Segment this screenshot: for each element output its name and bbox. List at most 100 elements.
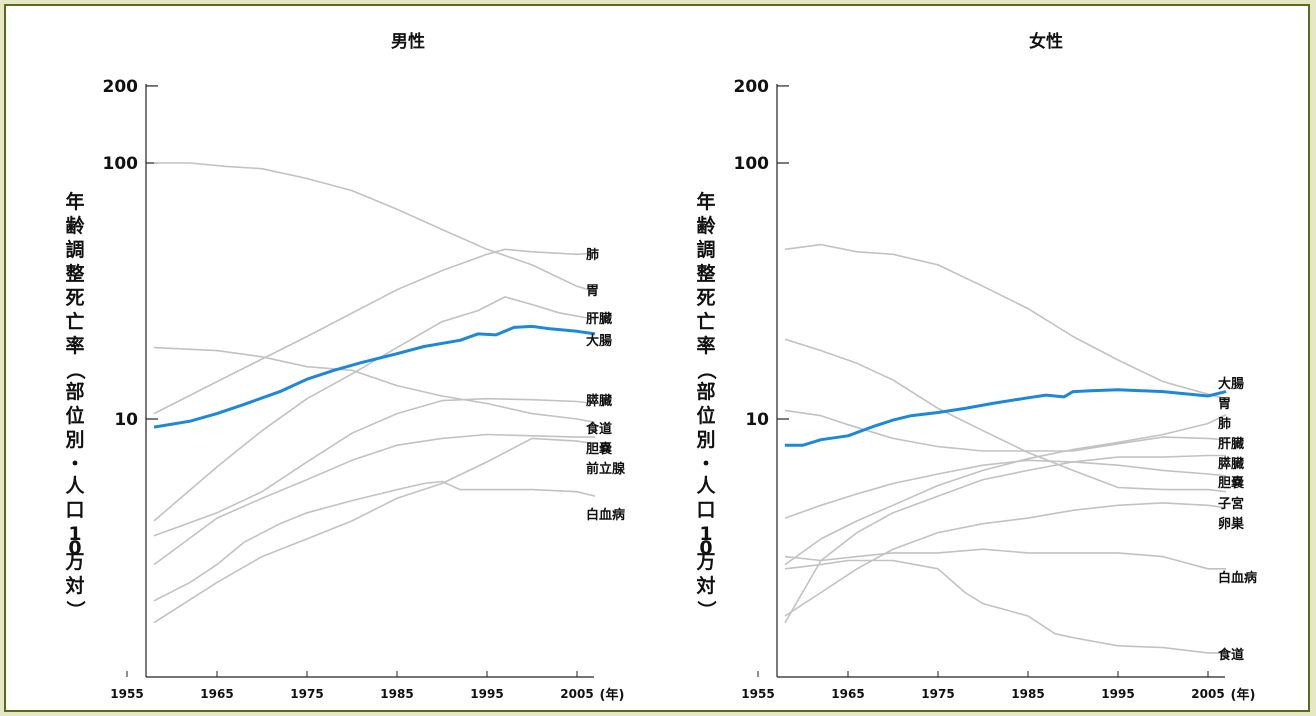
y-axis-label-char: 位 [65,404,84,427]
series-line-胃 [784,243,1227,400]
y-axis-label-char: 位 [696,404,715,427]
series-line-肝臓 [153,296,596,522]
chart-title-male: 男性 [391,31,425,52]
x-tick-label: 1965 [200,687,233,701]
panel-female: 女性 200 100 10 1955 1965 1975 1985 1995 2005 (年) 年齢… [695,31,1257,703]
series-line-食道 [153,346,596,424]
series-line-白血病 [784,548,1226,570]
y-axis-label-char: 整 [65,262,84,285]
series-label-食道: 食道 [586,421,612,437]
y-tick-label: 100 [103,154,139,174]
y-axis-label-char: 亡 [65,310,84,333]
series-label-膵臓: 膵臓 [1218,456,1244,472]
series-label-胆嚢: 胆嚢 [586,441,613,457]
y-axis-label-char: 万 [64,551,84,573]
y-tick-label: 200 [103,77,139,97]
y-axis-label-char: 亡 [696,310,715,333]
x-tick-label: 2005 [1191,687,1224,701]
series-label-胆嚢: 胆嚢 [1218,475,1245,491]
series-label-肝臓: 肝臓 [1218,436,1244,452]
series-label-白血病: 白血病 [1218,570,1257,586]
x-tick-label: 1955 [741,687,774,701]
y-axis-label-char: 対 [64,574,84,597]
y-axis-label-char: 対 [695,574,715,597]
y-axis-label-char: 死 [65,287,84,309]
y-axis-label-char: ・ [696,453,715,475]
y-axis-label-char: 別 [65,429,84,451]
panel-male: 男性 200 100 10 1955 1965 1975 1985 1995 2005 (年) 年齢… [64,31,626,703]
y-axis-label-char: 年 [65,190,84,213]
y-axis-label-char: 年 [696,190,715,213]
series-line-大腸 [153,324,596,429]
series-line-胆嚢 [784,459,1227,519]
y-axis-label-char: 率 [696,334,715,357]
series-line-胃 [154,162,596,293]
y-axis-label-char: 調 [696,238,715,261]
y-axis-label-char: （ [64,360,87,379]
x-tick-label: 1955 [110,687,143,701]
x-tick-label: 1995 [1101,687,1134,701]
series-label-膵臓: 膵臓 [586,393,612,409]
y-axis-label-char: 人 [65,475,85,497]
series-line-白血病 [153,480,596,602]
series-label-前立腺: 前立腺 [586,461,626,477]
series-label-子宮: 子宮 [1218,496,1244,512]
x-tick-label: 1995 [470,687,503,701]
chart-frame [4,4,1310,712]
y-axis-label-char: 0 [699,537,712,559]
x-tick-label: 1975 [921,687,954,701]
series-line-膵臓 [153,397,596,537]
y-axis-label-char: 1 [699,523,712,545]
series-line-肺 [153,248,596,415]
series-label-肺: 肺 [1218,416,1231,432]
y-axis-label-char: （ [695,360,718,379]
series-line-胆嚢 [153,433,595,566]
y-axis-label-char: 齢 [65,214,85,237]
series-label-肺: 肺 [586,247,599,263]
series-label-胃: 胃 [586,284,599,299]
series-line-肺 [784,413,1227,566]
y-tick-label: 10 [745,410,769,430]
y-tick-label: 200 [734,77,770,97]
series-line-前立腺 [153,437,596,624]
y-axis-label-char: ） [64,600,87,619]
series-label-食道: 食道 [1218,647,1244,663]
x-tick-label: 1965 [831,687,864,701]
series-label-胃: 胃 [1218,397,1231,412]
y-axis-label-char: 0 [68,537,81,559]
series-label-大腸: 大腸 [1218,376,1244,392]
y-axis-label-char: ・ [65,453,84,475]
y-axis-label-char: ） [695,600,718,619]
series-label-白血病: 白血病 [586,507,625,523]
x-tick-label: 1975 [290,687,323,701]
y-axis-label-char: 整 [696,262,715,285]
series-line-肝臓 [784,409,1227,452]
series-line-卵巣 [784,502,1227,617]
y-axis-label-char: 部 [696,380,715,403]
chart-title-female: 女性 [1029,31,1063,52]
x-tick-label: 1985 [380,687,413,701]
y-axis-label-char: 率 [65,334,84,357]
y-axis-label-char: 口 [65,499,84,521]
x-unit-label: (年) [600,687,625,703]
series-line-大腸 [785,388,1227,447]
series-line-食道 [784,559,1226,654]
y-axis-label-char: 調 [65,238,84,261]
y-tick-label: 100 [734,154,770,174]
x-tick-label: 2005 [560,687,593,701]
series-label-卵巣: 卵巣 [1218,516,1245,532]
x-unit-label: (年) [1231,687,1256,703]
y-axis-label-char: 別 [696,429,715,451]
x-tick-label: 1985 [1011,687,1044,701]
series-line-子宮 [784,338,1227,493]
y-axis-label-char: 部 [65,380,84,403]
series-line-膵臓 [784,454,1226,624]
series-label-肝臓: 肝臓 [586,311,612,327]
y-axis-label-char: 口 [696,499,715,521]
series-label-大腸: 大腸 [586,333,612,349]
y-axis-label-char: 齢 [696,214,716,237]
y-tick-label: 10 [114,410,138,430]
y-axis-label-char: 人 [696,475,716,497]
y-axis-label-char: 1 [68,523,81,545]
